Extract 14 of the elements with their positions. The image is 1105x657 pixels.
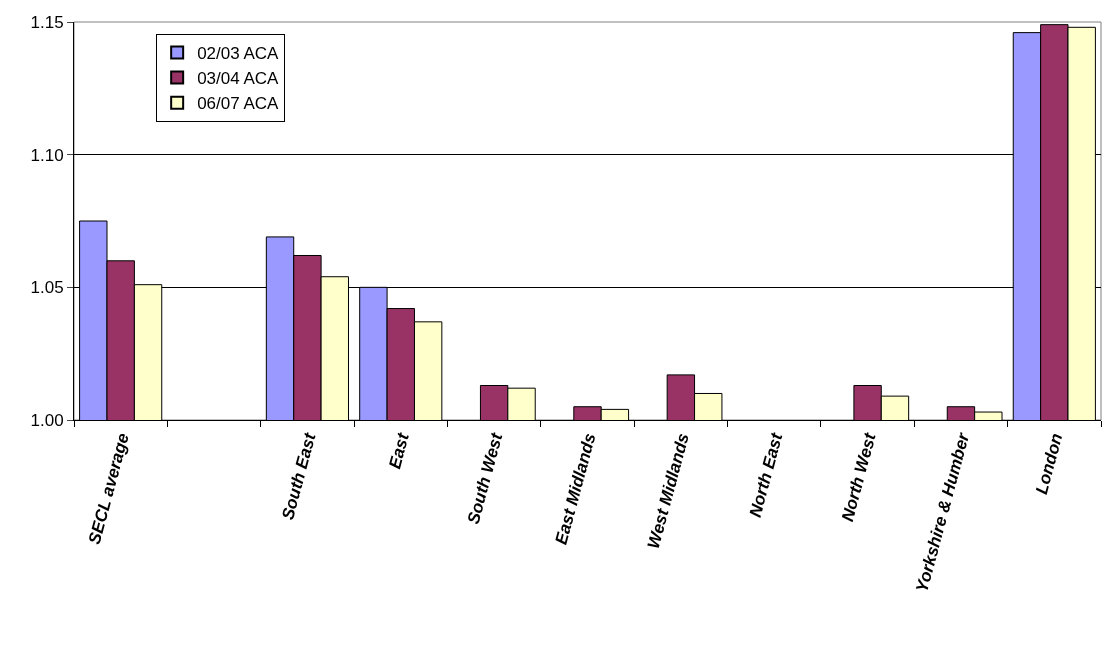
x-tick-label: North West	[837, 429, 881, 524]
y-tick-label: 1.05	[30, 278, 64, 298]
x-tick-label: London	[1031, 431, 1067, 497]
x-tick-label: East	[385, 429, 414, 471]
x-tick-label: South East	[278, 429, 320, 522]
x-tick-label: South West	[463, 429, 507, 527]
legend-label: 02/03 ACA	[197, 44, 280, 64]
x-tick-label: SECL average	[84, 431, 133, 547]
y-tick-label: 1.00	[30, 410, 64, 430]
y-tick-label: 1.10	[30, 145, 64, 165]
x-tick-label: North East	[745, 429, 787, 520]
y-tick-label: 1.15	[30, 12, 64, 32]
legend-label: 03/04 ACA	[197, 69, 280, 89]
legend-label: 06/07 ACA	[197, 94, 280, 114]
